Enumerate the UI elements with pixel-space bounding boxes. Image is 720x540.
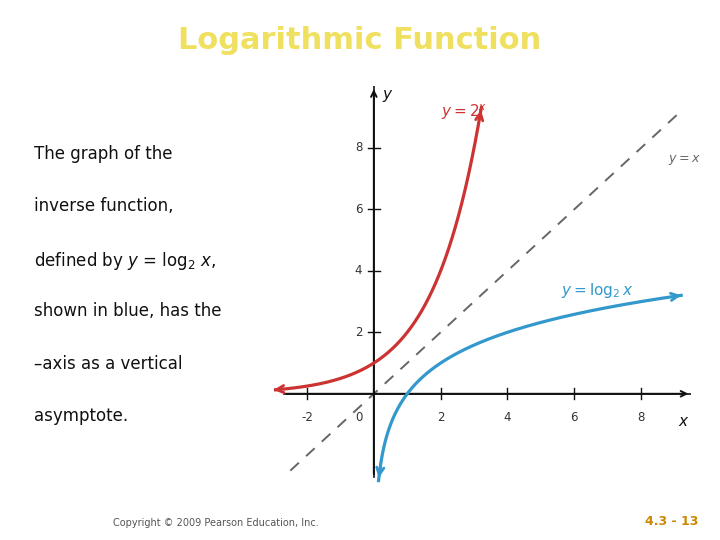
Text: 8: 8 — [637, 411, 645, 424]
Text: $x$: $x$ — [678, 414, 690, 429]
Text: 6: 6 — [570, 411, 578, 424]
Text: 6: 6 — [355, 203, 362, 216]
Text: $y = \log_2 x$: $y = \log_2 x$ — [561, 281, 634, 300]
Text: Copyright © 2009 Pearson Education, Inc.: Copyright © 2009 Pearson Education, Inc. — [113, 518, 319, 528]
Text: 8: 8 — [355, 141, 362, 154]
Text: $y = x$: $y = x$ — [668, 153, 701, 167]
Text: 2: 2 — [437, 411, 444, 424]
Text: The graph of the: The graph of the — [34, 145, 172, 163]
Text: 4.3 - 13: 4.3 - 13 — [645, 515, 698, 528]
Text: -2: -2 — [301, 411, 313, 424]
Text: 0: 0 — [355, 411, 362, 424]
Text: $y = 2^x$: $y = 2^x$ — [441, 103, 487, 122]
Text: 2: 2 — [355, 326, 362, 339]
Text: asymptote.: asymptote. — [34, 407, 128, 425]
Text: shown in blue, has the: shown in blue, has the — [34, 302, 221, 320]
Text: $y$: $y$ — [382, 88, 394, 104]
Text: 4: 4 — [355, 265, 362, 278]
Text: 4: 4 — [504, 411, 511, 424]
Text: defined by $y$ = log$_2$ $x$,: defined by $y$ = log$_2$ $x$, — [34, 249, 216, 272]
Text: inverse function,: inverse function, — [34, 197, 174, 215]
Text: Logarithmic Function: Logarithmic Function — [179, 26, 541, 55]
Text: –axis as a vertical: –axis as a vertical — [34, 355, 182, 373]
